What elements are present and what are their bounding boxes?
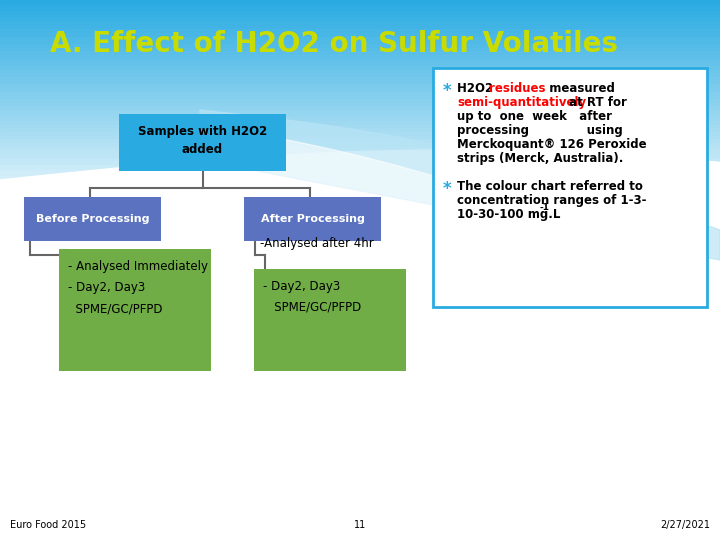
Text: semi-quantitatively: semi-quantitatively <box>457 96 586 109</box>
Bar <box>0 26 720 29</box>
Bar <box>0 48 720 51</box>
Text: -1: -1 <box>539 203 549 212</box>
Text: A. Effect of H2O2 on Sulfur Volatiles: A. Effect of H2O2 on Sulfur Volatiles <box>50 30 618 58</box>
Bar <box>0 59 720 62</box>
Text: -Analysed after 4hr: -Analysed after 4hr <box>260 237 374 250</box>
Text: processing              using: processing using <box>457 124 623 137</box>
FancyBboxPatch shape <box>59 249 211 371</box>
Bar <box>0 103 720 106</box>
Bar <box>0 37 720 40</box>
Bar <box>0 194 720 198</box>
Bar <box>0 132 720 136</box>
Bar <box>0 44 720 48</box>
Bar <box>0 180 720 184</box>
Bar <box>0 22 720 26</box>
Bar <box>0 187 720 191</box>
Bar <box>0 201 720 205</box>
Bar <box>0 184 720 187</box>
Polygon shape <box>250 133 720 290</box>
Bar <box>0 217 720 220</box>
Bar <box>0 66 720 70</box>
Text: residues: residues <box>489 82 546 95</box>
Bar <box>0 15 720 18</box>
Bar <box>0 161 720 165</box>
Bar <box>0 8 720 11</box>
Text: up to  one  week   after: up to one week after <box>457 110 612 123</box>
Text: - Analysed Immediately
- Day2, Day3
  SPME/GC/PFPD: - Analysed Immediately - Day2, Day3 SPME… <box>68 260 208 315</box>
Bar <box>0 11 720 15</box>
Bar <box>0 84 720 88</box>
Bar <box>0 88 720 92</box>
Text: 2/27/2021: 2/27/2021 <box>660 520 710 530</box>
Bar <box>0 77 720 80</box>
Bar <box>0 147 720 150</box>
Bar <box>0 154 720 158</box>
Bar <box>0 92 720 96</box>
Bar <box>0 136 720 139</box>
Bar <box>0 113 720 117</box>
Bar <box>0 73 720 77</box>
Bar <box>0 80 720 84</box>
Bar <box>0 110 720 113</box>
Bar <box>0 70 720 73</box>
Bar <box>0 40 720 44</box>
Bar <box>0 143 720 147</box>
Text: H2O2: H2O2 <box>457 82 501 95</box>
FancyBboxPatch shape <box>119 114 286 171</box>
Text: Merckoquant® 126 Peroxide: Merckoquant® 126 Peroxide <box>457 138 647 151</box>
Text: The colour chart referred to: The colour chart referred to <box>457 180 643 193</box>
Text: at RT for: at RT for <box>565 96 627 109</box>
Text: 10-30-100 mg.L: 10-30-100 mg.L <box>457 208 560 221</box>
Bar <box>0 4 720 8</box>
Bar <box>0 106 720 110</box>
Bar <box>0 121 720 125</box>
Bar <box>0 139 720 143</box>
Bar <box>0 62 720 66</box>
Bar <box>0 29 720 33</box>
Bar <box>0 172 720 176</box>
Polygon shape <box>0 150 720 540</box>
Text: concentration ranges of 1-3-: concentration ranges of 1-3- <box>457 194 647 207</box>
Bar <box>0 96 720 99</box>
Polygon shape <box>200 110 720 260</box>
Bar <box>0 125 720 129</box>
Bar <box>0 158 720 161</box>
Bar <box>0 213 720 217</box>
Bar <box>0 205 720 209</box>
Bar <box>0 165 720 168</box>
Text: 11: 11 <box>354 520 366 530</box>
Bar <box>0 0 720 4</box>
Bar <box>0 51 720 55</box>
Text: strips (Merck, Australia).: strips (Merck, Australia). <box>457 152 624 165</box>
Bar <box>0 99 720 103</box>
Bar <box>0 55 720 59</box>
Text: Before Processing: Before Processing <box>36 214 149 224</box>
Text: *: * <box>443 82 451 100</box>
Bar <box>0 150 720 154</box>
Text: Euro Food 2015: Euro Food 2015 <box>10 520 86 530</box>
FancyBboxPatch shape <box>244 197 381 241</box>
FancyBboxPatch shape <box>254 269 406 371</box>
Text: Samples with H2O2
added: Samples with H2O2 added <box>138 125 267 156</box>
Text: *: * <box>443 180 451 198</box>
FancyBboxPatch shape <box>24 197 161 241</box>
Bar <box>0 129 720 132</box>
Text: - Day2, Day3
   SPME/GC/PFPD: - Day2, Day3 SPME/GC/PFPD <box>263 280 361 314</box>
FancyBboxPatch shape <box>433 68 707 307</box>
Bar <box>0 18 720 22</box>
Bar <box>0 176 720 180</box>
Bar <box>0 191 720 194</box>
Text: measured: measured <box>541 82 615 95</box>
Bar <box>0 168 720 172</box>
Bar <box>0 198 720 201</box>
Bar <box>0 117 720 121</box>
Text: After Processing: After Processing <box>261 214 364 224</box>
Bar <box>0 209 720 213</box>
Bar <box>0 33 720 37</box>
